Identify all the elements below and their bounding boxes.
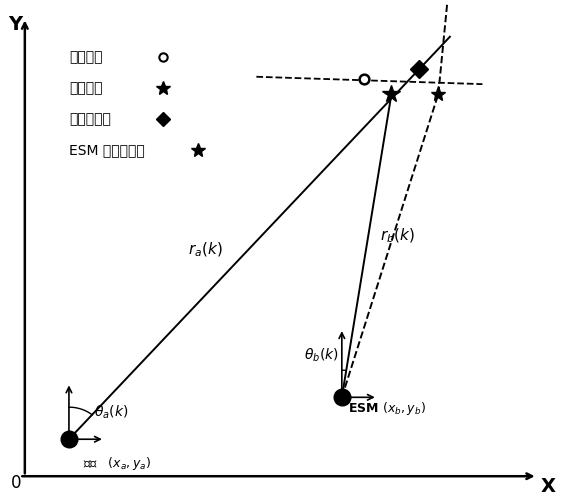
Text: 交叉定位点: 交叉定位点 <box>69 112 111 126</box>
Text: $\theta_a(k)$: $\theta_a(k)$ <box>94 403 128 421</box>
Text: 雷达量测: 雷达量测 <box>69 81 103 95</box>
Text: 雷达   $(x_a,y_a)$: 雷达 $(x_a,y_a)$ <box>82 455 151 472</box>
Text: Y: Y <box>8 15 22 34</box>
Text: 真实目标: 真实目标 <box>69 50 103 64</box>
Text: 0: 0 <box>11 474 22 491</box>
Text: ESM $(x_b,y_b)$: ESM $(x_b,y_b)$ <box>348 400 426 417</box>
Text: $r_a(k)$: $r_a(k)$ <box>188 240 223 259</box>
Text: $\theta_b(k)$: $\theta_b(k)$ <box>305 347 339 364</box>
Text: ESM 辅助定位点: ESM 辅助定位点 <box>69 143 145 157</box>
Text: $r_b(k)$: $r_b(k)$ <box>380 226 415 245</box>
Text: X: X <box>540 477 555 496</box>
